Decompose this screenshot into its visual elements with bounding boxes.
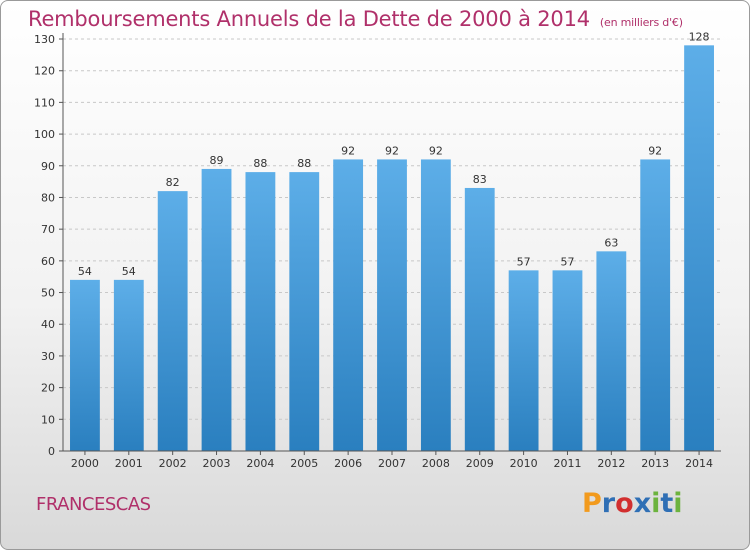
data-label: 54 <box>122 265 136 278</box>
bar <box>464 187 495 451</box>
bar <box>113 279 144 451</box>
bar <box>289 172 320 451</box>
y-tick-label: 130 <box>34 33 55 46</box>
bar <box>552 270 583 451</box>
data-label: 82 <box>166 176 180 189</box>
data-label: 92 <box>385 144 399 157</box>
bar <box>596 251 627 451</box>
x-tick-label: 2000 <box>71 457 99 470</box>
y-tick-label: 40 <box>41 318 55 331</box>
axes <box>59 33 721 455</box>
chart-title: Remboursements Annuels de la Dette de 20… <box>28 7 683 31</box>
data-label: 57 <box>517 255 531 268</box>
x-tick-label: 2011 <box>553 457 581 470</box>
y-tick-label: 120 <box>34 65 55 78</box>
bar <box>377 159 407 451</box>
title-text: Remboursements Annuels de la Dette de 20… <box>28 7 590 31</box>
title-unit: (en milliers d'€) <box>599 16 683 29</box>
bar <box>420 159 451 451</box>
bar <box>640 159 671 451</box>
data-label: 92 <box>429 144 443 157</box>
logo-letter: i <box>651 488 661 519</box>
y-tick-label: 70 <box>41 223 55 236</box>
data-label: 88 <box>297 157 311 170</box>
x-tick-label: 2014 <box>685 457 713 470</box>
y-tick-label: 80 <box>41 191 55 204</box>
y-tick-label: 0 <box>48 445 55 458</box>
bar <box>70 279 100 451</box>
logo-letter: r <box>601 488 616 519</box>
bar <box>245 172 276 451</box>
commune-name: FRANCESCAS <box>36 494 151 515</box>
data-label: 57 <box>560 255 574 268</box>
x-tick-label: 2006 <box>334 457 362 470</box>
logo-letter: x <box>633 488 652 519</box>
x-tick-label: 2010 <box>510 457 538 470</box>
y-tick-label: 10 <box>41 413 55 426</box>
data-label: 89 <box>210 154 224 167</box>
bars <box>70 45 714 451</box>
x-tick-label: 2004 <box>246 457 274 470</box>
logo-letter: i <box>673 488 683 519</box>
x-tick-label: 2013 <box>641 457 669 470</box>
data-label: 83 <box>473 173 487 186</box>
x-tick-label: 2009 <box>466 457 494 470</box>
bar <box>333 159 364 451</box>
bar <box>508 270 539 451</box>
data-label: 88 <box>253 157 267 170</box>
y-tick-label: 100 <box>34 128 55 141</box>
x-tick-label: 2002 <box>159 457 187 470</box>
bar <box>201 168 232 451</box>
data-label: 54 <box>78 265 92 278</box>
x-tick-label: 2007 <box>378 457 406 470</box>
x-tick-label: 2001 <box>115 457 143 470</box>
x-tick-label: 2003 <box>203 457 231 470</box>
y-tick-label: 50 <box>41 287 55 300</box>
data-label: 63 <box>604 236 618 249</box>
y-tick-label: 110 <box>34 96 55 109</box>
bar <box>684 45 714 451</box>
data-label: 128 <box>689 30 710 43</box>
data-label: 92 <box>341 144 355 157</box>
logo-letter: t <box>660 488 674 519</box>
x-tick-label: 2005 <box>290 457 318 470</box>
y-tick-label: 30 <box>41 350 55 363</box>
labels: 0 10 20 30 40 50 60 70 80 90 100 110 120 130 2000 54 200… <box>34 30 713 470</box>
data-label: 92 <box>648 144 662 157</box>
logo-letter: o <box>615 488 634 519</box>
x-tick-label: 2012 <box>597 457 625 470</box>
y-tick-label: 20 <box>41 382 55 395</box>
y-tick-label: 90 <box>41 160 55 173</box>
x-tick-label: 2008 <box>422 457 450 470</box>
proxiti-logo[interactable]: Proxiti <box>582 488 683 519</box>
logo-letter: P <box>582 488 602 519</box>
y-tick-label: 60 <box>41 255 55 268</box>
bar <box>157 191 188 451</box>
